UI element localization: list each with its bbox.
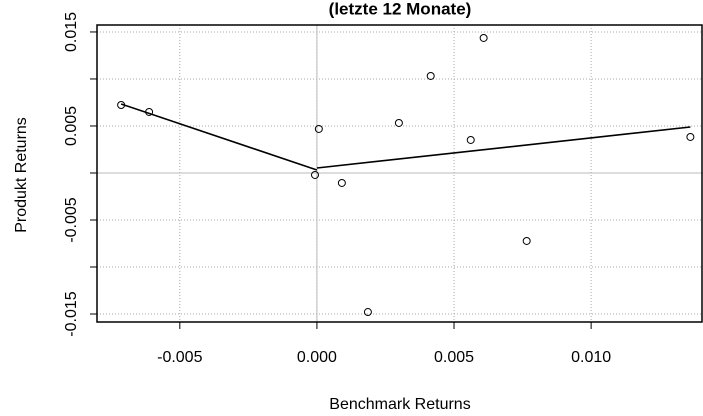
x-tick-label: 0.000 (297, 349, 337, 366)
point (426, 71, 435, 80)
point (117, 101, 126, 110)
point (479, 33, 488, 42)
point (686, 132, 695, 141)
point (314, 124, 323, 133)
x-tick-label: 0.010 (571, 349, 611, 366)
chart-title: (letzte 12 Monate) (329, 0, 472, 18)
point (363, 308, 372, 317)
x-tick-label: -0.005 (157, 349, 202, 366)
fit-line (316, 126, 691, 169)
y-tick-label: 0.015 (63, 12, 80, 52)
y-tick-label: -0.005 (63, 197, 80, 242)
point (394, 118, 403, 127)
y-tick-label: -0.015 (63, 291, 80, 336)
plot-frame (96, 24, 703, 323)
x-axis-label: Benchmark Returns (329, 396, 470, 413)
y-axis-label: Produkt Returns (13, 117, 30, 233)
point (522, 236, 531, 245)
x-tick-label: 0.005 (434, 349, 474, 366)
point (337, 178, 346, 187)
y-tick-label: 0.005 (63, 106, 80, 146)
point (310, 170, 319, 179)
point (466, 135, 475, 144)
fit-line (120, 103, 318, 171)
point (145, 107, 154, 116)
